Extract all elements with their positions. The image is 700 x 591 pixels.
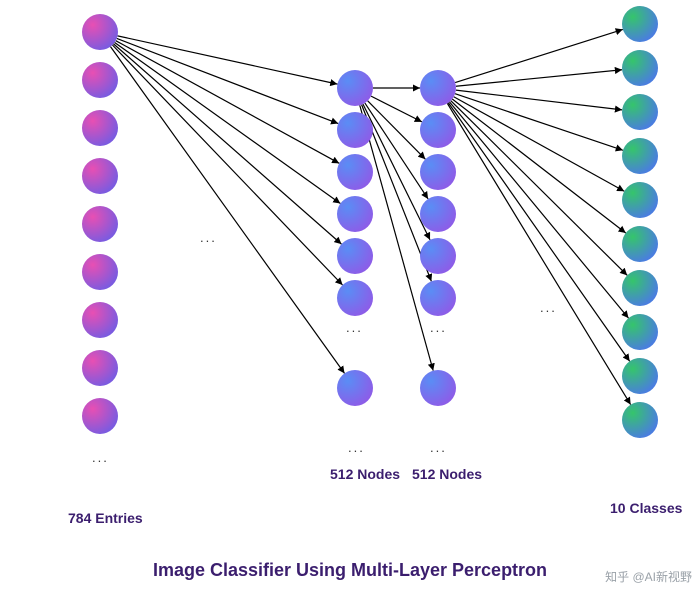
output-node <box>622 50 658 86</box>
output-node <box>622 402 658 438</box>
hidden1-node <box>337 280 373 316</box>
watermark: 知乎 @AI新视野 <box>605 568 692 585</box>
edge <box>365 103 428 199</box>
edge <box>456 90 622 110</box>
input-node <box>82 350 118 386</box>
input-label: 784 Entries <box>68 510 143 526</box>
edge <box>114 44 342 244</box>
edge <box>448 103 629 362</box>
output-node <box>622 226 658 262</box>
ellipsis: ... <box>348 440 365 455</box>
input-node <box>82 206 118 242</box>
hidden2-node <box>420 196 456 232</box>
output-node <box>622 182 658 218</box>
input-node <box>82 110 118 146</box>
edge <box>447 103 630 404</box>
ellipsis: ... <box>540 300 557 315</box>
diagram-title: Image Classifier Using Multi-Layer Perce… <box>0 560 700 581</box>
output-node <box>622 358 658 394</box>
mlp-diagram <box>0 0 700 591</box>
hidden2-node <box>420 154 456 190</box>
edge <box>451 101 627 276</box>
edge <box>449 102 628 318</box>
ellipsis: ... <box>430 320 447 335</box>
output-node <box>622 6 658 42</box>
hidden2-node <box>420 70 456 106</box>
output-label: 10 Classes <box>610 500 682 516</box>
edge <box>455 94 623 151</box>
hidden1-node <box>337 370 373 406</box>
edge <box>110 47 344 374</box>
edge <box>452 99 626 233</box>
edge <box>371 96 422 122</box>
hidden1-node <box>337 154 373 190</box>
hidden1-label: 512 Nodes <box>330 466 400 482</box>
ellipsis: ... <box>346 320 363 335</box>
input-node <box>82 14 118 50</box>
output-node <box>622 94 658 130</box>
hidden2-label: 512 Nodes <box>412 466 482 482</box>
hidden2-node <box>420 280 456 316</box>
ellipsis: ... <box>430 440 447 455</box>
input-node <box>82 254 118 290</box>
input-node <box>82 158 118 194</box>
hidden2-node <box>420 112 456 148</box>
hidden1-node <box>337 238 373 274</box>
edge <box>116 41 339 164</box>
edge <box>456 70 622 86</box>
edge <box>360 105 433 370</box>
input-node <box>82 398 118 434</box>
ellipsis: ... <box>92 450 109 465</box>
hidden1-node <box>337 70 373 106</box>
input-node <box>82 62 118 98</box>
edge <box>455 29 623 82</box>
edge <box>454 97 625 192</box>
hidden1-node <box>337 196 373 232</box>
output-node <box>622 314 658 350</box>
edge <box>363 104 430 240</box>
edge <box>117 38 338 123</box>
ellipsis: ... <box>200 230 217 245</box>
hidden2-node <box>420 370 456 406</box>
hidden2-node <box>420 238 456 274</box>
input-node <box>82 302 118 338</box>
output-node <box>622 138 658 174</box>
output-node <box>622 270 658 306</box>
edge <box>115 42 341 203</box>
hidden1-node <box>337 112 373 148</box>
